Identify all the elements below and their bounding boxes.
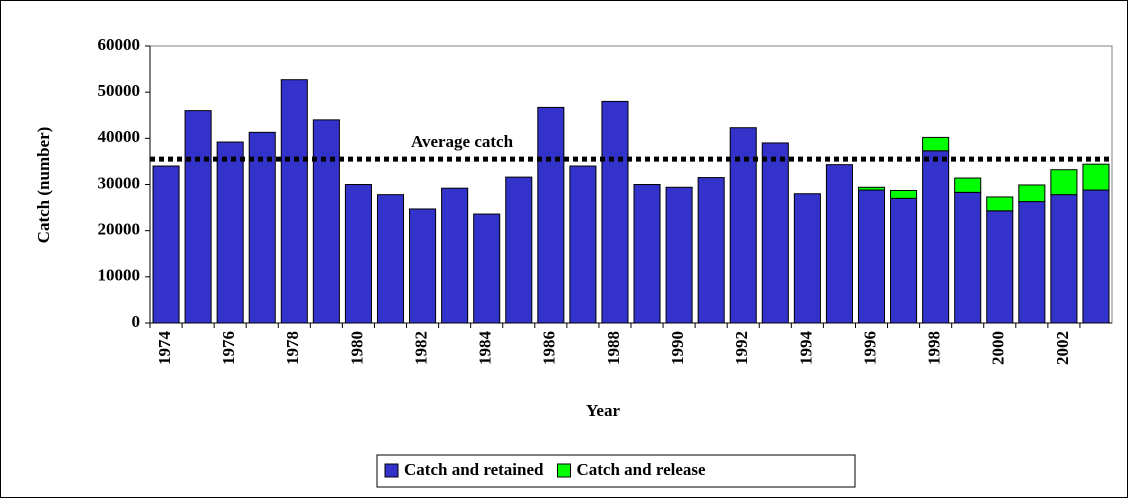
bar-segment <box>1050 194 1078 324</box>
x-tick-label: 1998 <box>925 331 944 365</box>
y-tick-label: 40000 <box>98 127 141 146</box>
x-tick-label: 2000 <box>989 331 1008 365</box>
x-tick-label: 1974 <box>155 331 174 366</box>
bar-segment <box>922 136 950 152</box>
average-label: Average catch <box>411 132 514 151</box>
bar-segment <box>890 197 918 324</box>
x-tick-label: 1996 <box>860 331 879 365</box>
x-tick-label: 1988 <box>604 331 623 365</box>
bar-segment <box>857 186 886 191</box>
bar-segment <box>344 184 372 324</box>
y-tick-label: 10000 <box>98 266 141 285</box>
y-tick-label: 50000 <box>98 81 141 100</box>
bar-segment <box>793 193 821 324</box>
x-tick-label: 1978 <box>283 331 302 365</box>
bar-segment <box>376 194 405 324</box>
bar-segment <box>697 177 725 324</box>
legend-swatch <box>384 463 399 478</box>
bar-segment <box>1050 169 1078 196</box>
x-tick-label: 1976 <box>219 331 238 365</box>
bar-segment <box>473 213 501 324</box>
bar-segment <box>1082 189 1110 324</box>
bar-segment <box>825 164 853 324</box>
y-tick-label: 0 <box>132 312 141 331</box>
y-axis-label: Catch (number) <box>34 127 53 244</box>
legend-swatch <box>556 463 571 478</box>
x-tick-label: 1992 <box>732 331 751 365</box>
x-tick-label: 1984 <box>476 331 495 366</box>
bar-segment <box>569 165 597 324</box>
x-tick-label: 1982 <box>411 331 430 365</box>
bar-segment <box>986 196 1014 212</box>
y-tick-label: 60000 <box>98 35 141 54</box>
x-axis-label: Year <box>586 401 620 420</box>
x-tick-label: 1986 <box>540 331 559 365</box>
legend-label: Catch and retained <box>404 460 544 479</box>
bar-segment <box>761 142 789 324</box>
bar-segment <box>1082 163 1110 191</box>
x-tick-label: 1994 <box>796 331 815 366</box>
plot-area <box>149 45 1113 324</box>
bar-segment <box>184 110 212 324</box>
legend-label: Catch and release <box>576 460 706 479</box>
x-tick-label: 2002 <box>1053 331 1072 365</box>
bar-segment <box>890 190 918 199</box>
bar-segment <box>954 191 982 324</box>
bar-segment <box>986 210 1014 324</box>
legend-box <box>376 454 856 488</box>
bar-segment <box>248 131 276 324</box>
bar-segment <box>409 208 437 324</box>
bar-segment <box>505 176 533 324</box>
bar-segment <box>441 187 469 324</box>
bar-segment <box>601 100 629 324</box>
bar-segment <box>922 150 950 324</box>
bar-segment <box>665 186 693 324</box>
bar-segment <box>152 165 180 324</box>
y-tick-label: 20000 <box>98 220 141 239</box>
x-tick-label: 1980 <box>347 331 366 365</box>
bar-segment <box>216 141 244 324</box>
bar-segment <box>280 79 308 324</box>
bar-segment <box>857 189 886 324</box>
bar-segment <box>312 119 340 324</box>
bar-segment <box>633 184 661 324</box>
y-tick-label: 30000 <box>98 173 141 192</box>
bar-segment <box>537 106 565 324</box>
bar-segment <box>954 177 982 193</box>
bar-segment <box>729 127 757 324</box>
bar-segment <box>1018 184 1046 203</box>
x-tick-label: 1990 <box>668 331 687 365</box>
bar-segment <box>1018 201 1046 324</box>
